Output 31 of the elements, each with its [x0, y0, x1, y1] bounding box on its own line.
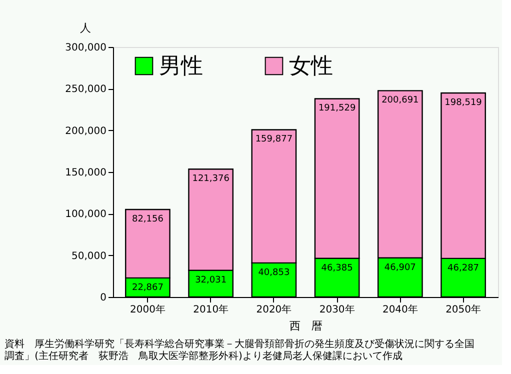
y-tick-label: 100,000: [65, 209, 106, 220]
data-label: 191,529: [318, 104, 356, 114]
x-tick-label: 2050年: [446, 304, 482, 316]
data-label: 121,376: [192, 174, 230, 184]
y-tick-label: 200,000: [65, 126, 106, 137]
x-tick-label: 2000年: [130, 304, 166, 316]
y-tick-label: 250,000: [65, 84, 106, 96]
data-label: 200,691: [382, 96, 419, 106]
y-tick-label: 50,000: [72, 250, 106, 262]
data-label: 22,867: [132, 282, 164, 293]
data-label: 46,287: [448, 263, 480, 274]
legend-label: 女性: [289, 54, 333, 79]
data-label: 32,031: [195, 275, 227, 286]
legend-label: 男性: [159, 54, 203, 79]
data-label: 198,519: [444, 98, 482, 108]
y-tick-label: 150,000: [65, 168, 106, 178]
data-label: 46,907: [384, 262, 416, 273]
text: 調査」(主任研究者 荻野浩 鳥取大医学部整形外科)より老健局老人保健課において作成: [4, 350, 402, 362]
text: 資料 厚生労働科学研究「長寿科学総合研究事業－大腿骨頚部骨折の発生頻度及び受傷状況に関する全国: [4, 338, 475, 350]
data-label: 82,156: [132, 214, 164, 224]
x-axis-title: 西 暦: [290, 320, 322, 332]
data-label: 159,877: [255, 134, 293, 145]
y-tick-label: 300,000: [65, 42, 106, 54]
x-tick-label: 2020年: [256, 304, 292, 316]
x-tick-label: 2010年: [193, 304, 229, 316]
y-axis-title: 人: [80, 22, 91, 34]
x-tick-label: 2030年: [319, 304, 355, 316]
data-label: 46,385: [321, 263, 353, 274]
x-tick-label: 2040年: [382, 304, 418, 316]
y-tick-label: 0: [100, 292, 106, 304]
data-label: 40,853: [258, 268, 290, 278]
